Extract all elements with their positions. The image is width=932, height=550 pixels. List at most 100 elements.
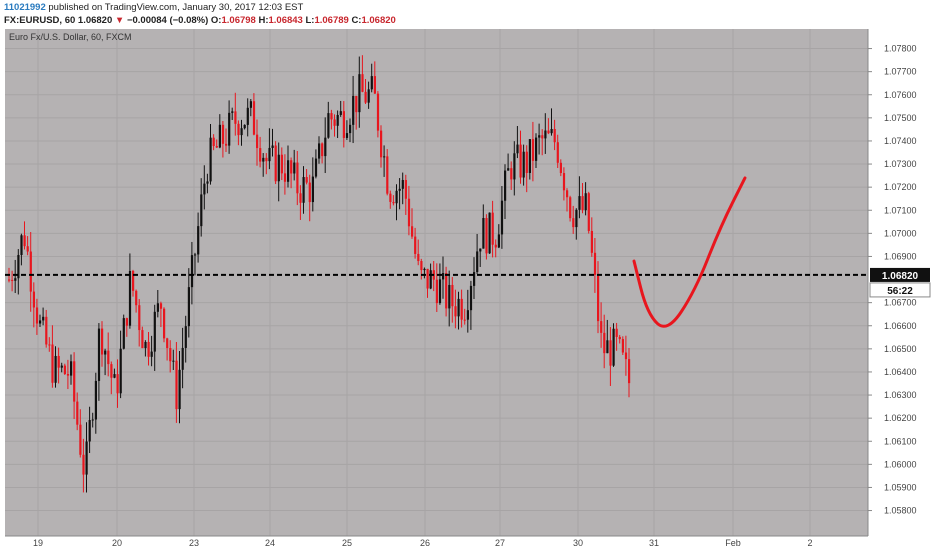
candle-body	[457, 298, 460, 317]
candle-body	[454, 306, 457, 317]
candle-body	[76, 401, 79, 425]
candle-body	[445, 273, 448, 309]
author-link[interactable]: 11021992	[4, 2, 46, 13]
candle-body	[500, 200, 504, 235]
countdown-badge	[869, 282, 931, 298]
candle-body	[88, 420, 91, 442]
candle-body	[342, 111, 345, 138]
high-value: 1.06843	[268, 15, 303, 26]
open-label: O:	[210, 15, 222, 26]
candle-body	[209, 137, 212, 182]
candle-body	[156, 303, 159, 312]
y-axis-ticks: 1.07800 1.07700 1.07600 1.07500 1.07400 1.073…	[868, 44, 917, 516]
candle-body	[308, 182, 311, 203]
candle-body	[330, 113, 333, 120]
candle-body	[101, 328, 104, 355]
candle-body	[187, 287, 190, 327]
candle-body	[345, 133, 349, 138]
candle-body	[333, 119, 336, 126]
candle-body	[373, 76, 376, 94]
candle-body	[324, 137, 327, 157]
countdown-badge-text: 56:22	[887, 286, 913, 297]
candle-body	[587, 193, 590, 231]
candle-body	[287, 160, 290, 182]
y-tick-label: 1.07200	[884, 182, 917, 192]
candle-body	[578, 196, 581, 210]
candle-body	[541, 135, 544, 139]
candle-body	[621, 339, 624, 353]
candle-body	[66, 374, 70, 376]
down-arrow-icon: ▼	[114, 15, 125, 26]
x-tick-label: 30	[573, 538, 583, 548]
candle-body	[321, 143, 324, 157]
candle-body	[82, 454, 85, 475]
x-tick-label: 25	[342, 538, 352, 548]
candle-body	[48, 344, 51, 346]
candle-body	[513, 153, 516, 180]
candle-body	[584, 193, 587, 211]
candle-body	[593, 252, 597, 275]
candle-body	[392, 201, 395, 204]
candle-body	[122, 318, 125, 349]
candle-body	[559, 162, 562, 174]
candle-body	[469, 285, 473, 311]
candle-body	[305, 177, 308, 183]
candle-body	[132, 270, 135, 291]
candle-body	[386, 156, 389, 194]
candle-body	[147, 341, 150, 357]
candle-body	[318, 143, 321, 159]
candle-body	[451, 284, 454, 307]
candle-body	[615, 328, 618, 337]
candle-body	[212, 137, 215, 147]
candle-body	[460, 298, 463, 320]
high-label: H:	[258, 15, 269, 26]
candle-body	[411, 226, 414, 237]
candle-body	[23, 235, 26, 247]
y-tick-label: 1.06000	[884, 459, 917, 469]
candle-body	[172, 360, 175, 362]
candle-body	[314, 158, 318, 177]
candle-body	[606, 340, 609, 354]
y-tick-label: 1.06100	[884, 436, 917, 446]
candle-body	[401, 179, 404, 189]
candle-body	[609, 340, 612, 366]
candle-body	[361, 74, 364, 92]
candle-body	[612, 328, 615, 366]
candle-body	[200, 194, 203, 227]
candle-body	[113, 374, 116, 378]
candle-body	[283, 173, 287, 182]
y-tick-label: 1.07800	[884, 44, 917, 54]
x-tick-label: 23	[189, 538, 199, 548]
y-tick-label: 1.07600	[884, 90, 917, 100]
candle-body	[525, 151, 528, 173]
candle-body	[17, 254, 20, 279]
candle-body	[51, 344, 54, 383]
candle-body	[376, 93, 380, 131]
candle-body	[29, 251, 32, 292]
candle-body	[380, 130, 383, 158]
candle-body	[519, 144, 522, 178]
candle-body	[603, 332, 606, 354]
candle-body	[290, 160, 293, 174]
candle-body	[407, 198, 411, 227]
candle-body	[194, 254, 197, 256]
y-tick-label: 1.05800	[884, 506, 917, 516]
candle-body	[271, 145, 274, 148]
candle-body	[398, 188, 401, 191]
candle-body	[516, 144, 519, 154]
candle-body	[91, 419, 94, 421]
candle-body	[20, 235, 23, 255]
candle-body	[268, 147, 271, 162]
candle-body	[566, 190, 569, 198]
candle-body	[128, 270, 132, 326]
time-axis[interactable]	[0, 536, 932, 550]
y-tick-label: 1.07000	[884, 228, 917, 238]
candle-body	[42, 316, 45, 321]
candle-body	[624, 352, 628, 360]
x-tick-label: 31	[649, 538, 659, 548]
candle-body	[206, 181, 209, 184]
candle-body	[178, 369, 181, 410]
candle-body	[79, 424, 82, 455]
y-tick-label: 1.06200	[884, 413, 917, 423]
